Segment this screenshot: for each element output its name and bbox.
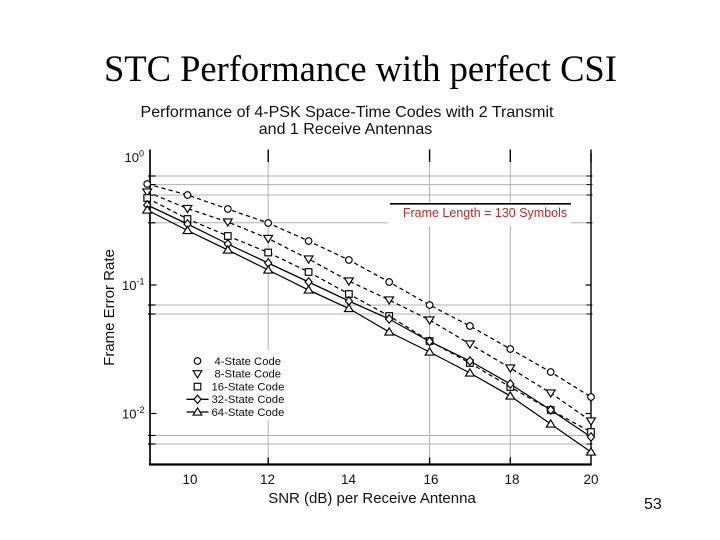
svg-text:Frame Error Rate: Frame Error Rate xyxy=(101,249,118,366)
svg-text:12: 12 xyxy=(260,472,275,487)
svg-text:10: 10 xyxy=(182,472,197,487)
svg-text:4-State Code: 4-State Code xyxy=(215,356,282,368)
svg-text:100: 100 xyxy=(125,149,144,166)
svg-text:Frame Length = 130 Symbols: Frame Length = 130 Symbols xyxy=(403,206,567,220)
svg-text:20: 20 xyxy=(583,472,598,487)
svg-text:SNR (dB) per Receive Antenna: SNR (dB) per Receive Antenna xyxy=(268,490,476,507)
svg-text:Performance of 4-PSK Space-Tim: Performance of 4-PSK Space-Time Codes wi… xyxy=(141,104,554,121)
svg-text:10-2: 10-2 xyxy=(122,405,144,422)
svg-text:8-State Code: 8-State Code xyxy=(215,369,282,381)
svg-text:32-State Code: 32-State Code xyxy=(212,394,285,406)
svg-text:and 1 Receive Antennas: and 1 Receive Antennas xyxy=(259,121,432,138)
svg-text:64-State Code: 64-State Code xyxy=(212,407,285,419)
svg-text:16-State Code: 16-State Code xyxy=(212,381,285,393)
svg-text:18: 18 xyxy=(504,472,519,487)
svg-text:16: 16 xyxy=(423,472,438,487)
svg-text:14: 14 xyxy=(341,472,357,487)
svg-text:10-1: 10-1 xyxy=(122,277,144,294)
